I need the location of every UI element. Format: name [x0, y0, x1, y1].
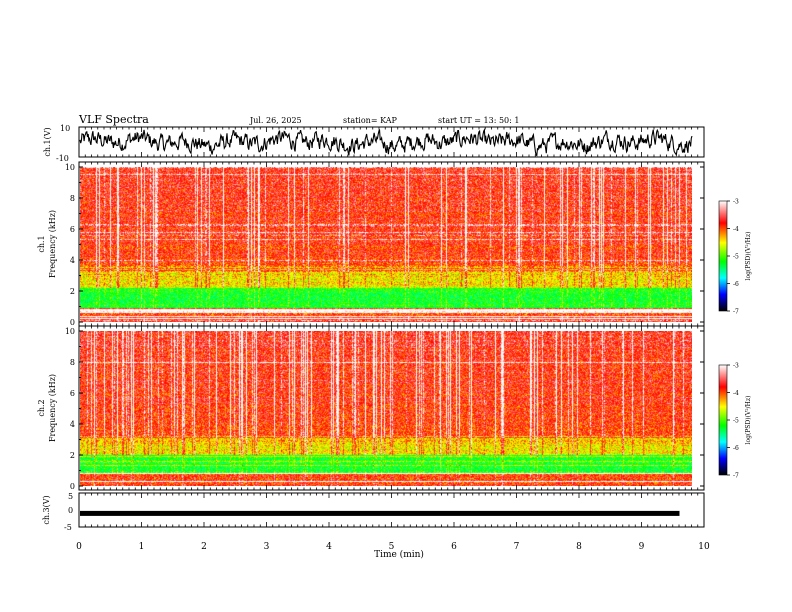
- spectrogram-ytick-label: 2: [70, 287, 75, 296]
- time-tick-label: 5: [389, 542, 395, 552]
- spectrogram-ytick-label: 8: [70, 358, 75, 367]
- spectrogram-ytick-label: 4: [70, 420, 75, 429]
- spectrogram-ytick-label: 0: [70, 482, 75, 491]
- ch2-spectrogram-panel: 0 2 4 6 8 10 ch.2 Frequency (kHz): [37, 325, 705, 491]
- time-tick-label: 8: [576, 542, 582, 552]
- ch2-spectrogram-image: [80, 331, 692, 486]
- time-tick-label: 6: [451, 542, 457, 552]
- colorbar-tick-label: -6: [733, 281, 739, 288]
- ch1-ytick-top: 10: [60, 124, 70, 133]
- ch2-colorbar-gradient: [718, 364, 728, 476]
- time-tick-label: 10: [698, 542, 710, 552]
- spectrogram-ytick-label: 6: [70, 389, 75, 398]
- ch1-spectrogram-panel: 0 2 4 6 8 10 ch.1 Frequency (kHz): [37, 161, 705, 327]
- time-axis: 0 1 2 3 4 5 6 7 8 9 10: [76, 162, 710, 552]
- spectrogram-ytick-label: 10: [65, 327, 75, 336]
- ch3-ytick-top: 5: [68, 492, 73, 501]
- time-tick-label: 9: [639, 542, 645, 552]
- colorbar-tick-label: -5: [733, 418, 739, 425]
- spectrogram-ytick-label: 4: [70, 256, 75, 265]
- ch1-ytick-bottom: -10: [56, 154, 69, 163]
- time-tick-label: 0: [76, 542, 82, 552]
- ch1-waveform-panel: 10 -10 ch.1(V): [43, 124, 705, 163]
- ch2-colorbar-ticks: -3 -4 -5 -6 -7: [727, 363, 739, 480]
- colorbar-tick-label: -3: [733, 199, 739, 206]
- figure-start-time: start UT = 13: 50: 1: [438, 116, 519, 125]
- time-tick-label: 2: [201, 542, 207, 552]
- ch1-spectrogram-image: [80, 167, 692, 322]
- time-axis-label: Time (min): [374, 549, 424, 560]
- ch1-colorbar-label: log(PSD)(V²/Hz): [745, 232, 752, 281]
- ch1-spectrogram-ylabel-channel: ch.1: [37, 235, 46, 252]
- ch2-spectrogram-yticks: 0 2 4 6 8 10: [65, 327, 704, 491]
- colorbar-tick-label: -7: [733, 473, 739, 480]
- spectrogram-ytick-label: 8: [70, 194, 75, 203]
- ch1-spectrogram-yticks: 0 2 4 6 8 10: [65, 163, 704, 327]
- ch1-waveform-xticks: [78, 127, 705, 157]
- ch1-waveform-line: [79, 127, 693, 157]
- spectrogram-ytick-label: 2: [70, 451, 75, 460]
- ch2-colorbar: -3 -4 -5 -6 -7 log(PSD)(V²/Hz): [718, 363, 752, 480]
- ch1-waveform-ylabel: ch.1(V): [43, 127, 52, 156]
- time-tick-label: 4: [326, 542, 332, 552]
- ch3-ytick-mid: 0: [68, 506, 73, 515]
- spectrogram-ytick-label: 0: [70, 318, 75, 327]
- ch1-colorbar-ticks: -3 -4 -5 -6 -7: [727, 199, 739, 316]
- ch1-spectrogram-ylabel: Frequency (kHz): [48, 210, 57, 278]
- ch3-waveform-ylabel: ch.3(V): [42, 495, 51, 524]
- colorbar-tick-label: -6: [733, 445, 739, 452]
- figure-title: VLF Spectra: [78, 113, 149, 126]
- ch2-spectrogram-ylabel: Frequency (kHz): [48, 374, 57, 442]
- ch1-colorbar-gradient: [718, 200, 728, 312]
- spectrogram-ytick-label: 10: [65, 163, 75, 172]
- colorbar-tick-label: -4: [733, 390, 739, 397]
- spectrogram-ytick-label: 6: [70, 225, 75, 234]
- colorbar-tick-label: -5: [733, 254, 739, 261]
- ch2-colorbar-label: log(PSD)(V²/Hz): [745, 396, 752, 445]
- ch1-colorbar: -3 -4 -5 -6 -7 log(PSD)(V²/Hz): [718, 199, 752, 316]
- ch2-spectrogram-ylabel-channel: ch.2: [37, 399, 46, 416]
- colorbar-tick-label: -7: [733, 309, 739, 316]
- figure-date: Jul. 26, 2025: [249, 116, 302, 125]
- ch3-waveform-panel: 5 0 -5 ch.3(V): [42, 492, 705, 532]
- ch3-waveform-band: [80, 510, 680, 516]
- ch3-waveform-frame: [78, 492, 705, 528]
- time-tick-label: 1: [139, 542, 145, 552]
- colorbar-tick-label: -4: [733, 226, 739, 233]
- time-tick-label: 7: [514, 542, 520, 552]
- figure-station: station= KAP: [343, 116, 398, 125]
- colorbar-tick-label: -3: [733, 363, 739, 370]
- time-tick-label: 3: [264, 542, 270, 552]
- ch3-ytick-bottom: -5: [64, 523, 72, 532]
